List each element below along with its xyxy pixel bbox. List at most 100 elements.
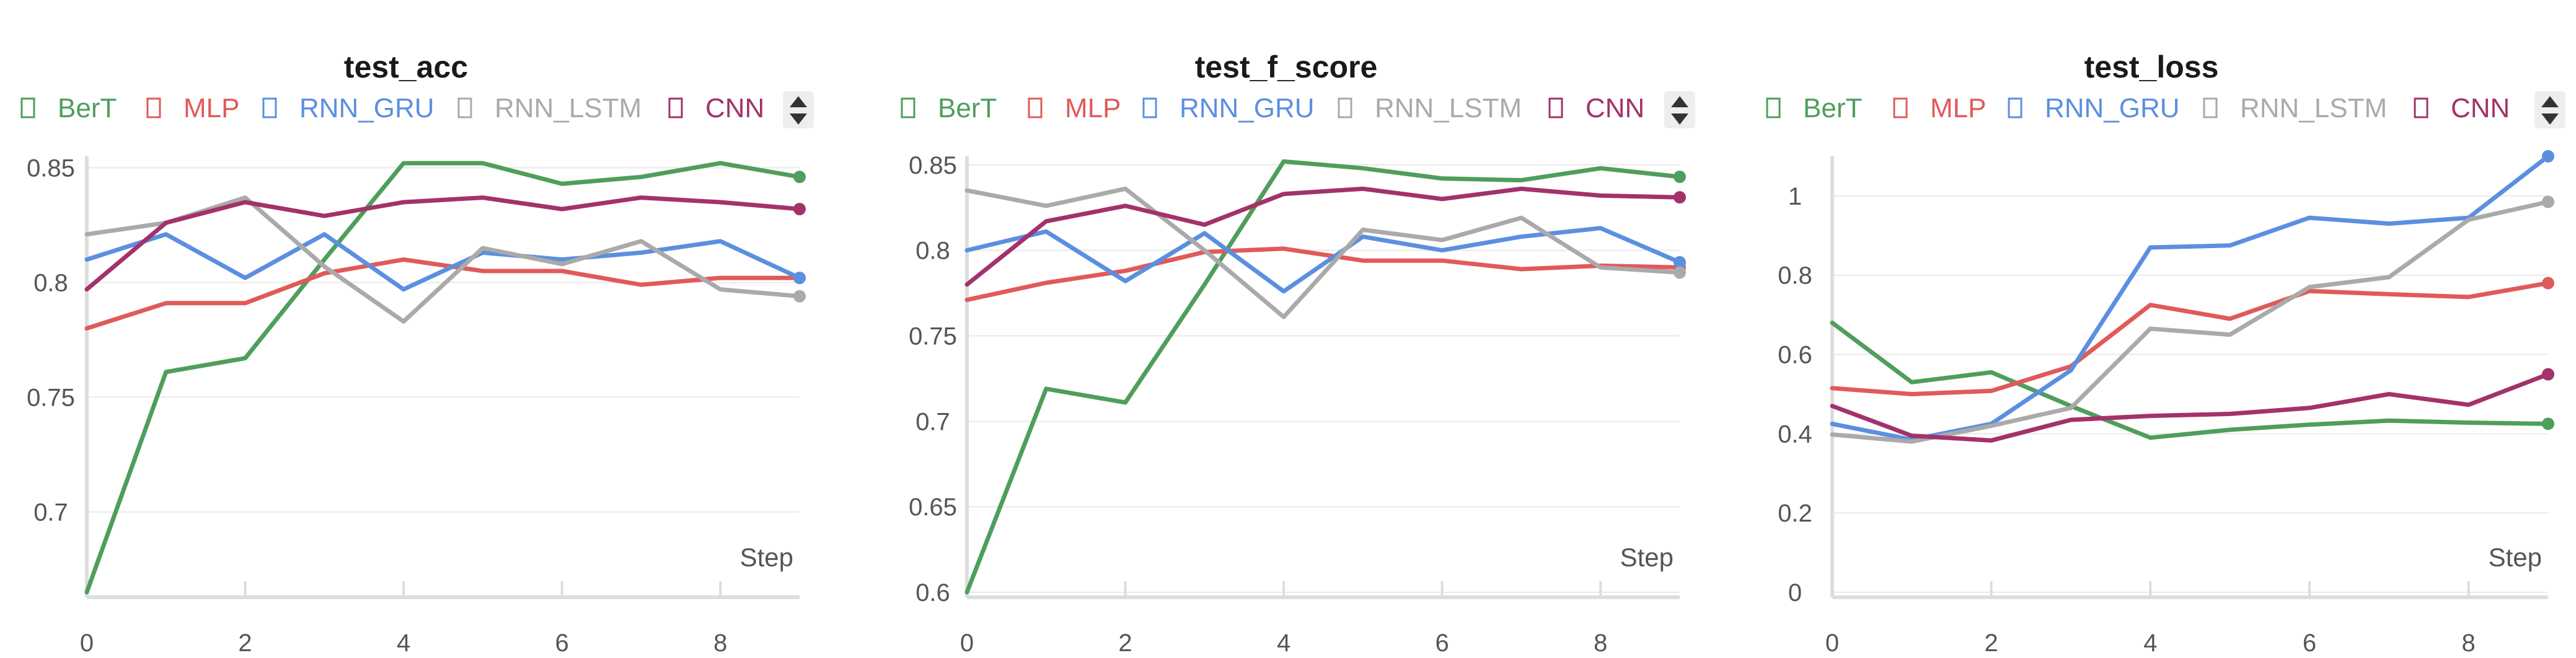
legend-item[interactable]: BerT bbox=[1766, 93, 1862, 123]
series-end-point[interactable] bbox=[2542, 417, 2554, 430]
x-tick-label: 8 bbox=[1594, 629, 1607, 657]
series-line-bert[interactable] bbox=[1830, 320, 2551, 440]
legend-label: BerT bbox=[58, 93, 117, 123]
series-line-cnn[interactable] bbox=[1830, 372, 2551, 443]
series-line-rnn-gru[interactable] bbox=[84, 232, 802, 292]
legend-label: CNN bbox=[705, 93, 764, 123]
legend-swatch-icon bbox=[262, 97, 277, 118]
legend-label: RNN_GRU bbox=[2045, 93, 2180, 123]
legend-swatch-icon bbox=[1548, 97, 1563, 118]
legend-swatch-icon bbox=[1338, 97, 1352, 118]
series-end-point[interactable] bbox=[1674, 191, 1686, 204]
y-tick-label: 0.6 bbox=[915, 579, 950, 607]
x-tick-label: 4 bbox=[1277, 629, 1290, 657]
x-tick-label: 0 bbox=[80, 629, 94, 657]
legend-swatch-icon bbox=[20, 97, 35, 118]
x-tick-label: 2 bbox=[1118, 629, 1132, 657]
y-tick-label: 0.8 bbox=[33, 270, 68, 297]
legend-item[interactable]: CNN bbox=[2414, 93, 2510, 123]
series-end-point[interactable] bbox=[2542, 277, 2554, 290]
legend-label: CNN bbox=[2451, 93, 2510, 123]
legend-label: RNN_LSTM bbox=[495, 93, 642, 123]
legend-swatch-icon bbox=[2414, 97, 2428, 118]
legend-item[interactable]: RNN_LSTM bbox=[1338, 93, 1522, 123]
series-end-point[interactable] bbox=[793, 171, 806, 184]
chart-svg: test_f_score BerT MLP RNN_GRU RNN_LSTM CNN 0.6… bbox=[901, 50, 1695, 657]
x-tick-label: 8 bbox=[713, 629, 727, 657]
series-line-rnn-lstm[interactable] bbox=[84, 195, 802, 324]
series-end-point[interactable] bbox=[1674, 256, 1686, 269]
legend-item[interactable]: RNN_LSTM bbox=[2203, 93, 2387, 123]
legend-swatch-icon bbox=[901, 97, 915, 118]
y-tick-label: 0.7 bbox=[915, 408, 950, 435]
y-tick-label: 0.7 bbox=[33, 499, 68, 527]
x-axis-label: Step bbox=[1620, 543, 1674, 572]
series-end-point[interactable] bbox=[2542, 368, 2554, 381]
y-tick-label: 0.4 bbox=[1778, 420, 1812, 448]
legend-swatch-icon bbox=[2008, 97, 2022, 118]
series-end-point[interactable] bbox=[2542, 150, 2554, 162]
legend-label: CNN bbox=[1586, 93, 1644, 123]
legend-item[interactable]: RNN_GRU bbox=[262, 93, 434, 123]
legend-label: MLP bbox=[183, 93, 239, 123]
series-line-mlp[interactable] bbox=[964, 246, 1682, 303]
legend-label: RNN_LSTM bbox=[1375, 93, 1522, 123]
x-tick-label: 4 bbox=[2143, 629, 2157, 657]
series-line-bert[interactable] bbox=[84, 161, 802, 595]
series-end-point[interactable] bbox=[793, 290, 806, 303]
x-tick-label: 6 bbox=[555, 629, 569, 657]
chart-panel-test-loss: test_loss BerT MLP RNN_GRU RNN_LSTM CNN 0 0.2 0.… bbox=[1721, 0, 2576, 658]
legend-item[interactable]: CNN bbox=[668, 93, 764, 123]
x-tick-label: 2 bbox=[1985, 629, 1998, 657]
y-tick-label: 0.75 bbox=[27, 385, 75, 412]
legend-label: MLP bbox=[1065, 93, 1121, 123]
y-tick-label: 0 bbox=[1788, 579, 1802, 607]
chart-title: test_loss bbox=[2084, 50, 2219, 84]
y-tick-label: 0.6 bbox=[1778, 342, 1812, 369]
legend-item[interactable]: BerT bbox=[20, 93, 117, 123]
series-end-point[interactable] bbox=[793, 272, 806, 285]
legend-label: RNN_GRU bbox=[1180, 93, 1315, 123]
x-tick-label: 6 bbox=[2303, 629, 2316, 657]
series-end-point[interactable] bbox=[1674, 266, 1686, 279]
legend-swatch-icon bbox=[146, 97, 161, 118]
series-end-point[interactable] bbox=[793, 203, 806, 216]
legend-item[interactable]: RNN_GRU bbox=[2008, 93, 2180, 123]
x-axis-label: Step bbox=[740, 543, 793, 572]
legend-label: RNN_LSTM bbox=[2240, 93, 2387, 123]
series-line-rnn-lstm[interactable] bbox=[1830, 200, 2551, 444]
up-down-arrows-icon[interactable] bbox=[2534, 91, 2565, 128]
legend-item[interactable]: MLP bbox=[1028, 93, 1121, 123]
y-tick-label: 0.8 bbox=[915, 238, 950, 265]
legend-item[interactable]: CNN bbox=[1548, 93, 1644, 123]
chart-panel-test-f-score: test_f_score BerT MLP RNN_GRU RNN_LSTM CNN 0.6… bbox=[858, 0, 1717, 658]
up-down-arrows-icon[interactable] bbox=[1664, 91, 1695, 128]
series-line-bert[interactable] bbox=[964, 159, 1682, 595]
legend-swatch-icon bbox=[1766, 97, 1781, 118]
legend-item[interactable]: MLP bbox=[146, 93, 239, 123]
y-tick-label: 0.8 bbox=[1778, 262, 1812, 290]
series-line-mlp[interactable] bbox=[1830, 281, 2551, 396]
legend-label: MLP bbox=[1930, 93, 1986, 123]
chart-svg: test_acc BerT MLP RNN_GRU RNN_LSTM CNN 0.7 0.75… bbox=[20, 50, 814, 657]
series-end-point[interactable] bbox=[1674, 171, 1686, 184]
series-end-point[interactable] bbox=[2542, 195, 2554, 208]
legend-label: RNN_GRU bbox=[299, 93, 434, 123]
series-line-cnn[interactable] bbox=[964, 186, 1682, 287]
legend-swatch-icon bbox=[1028, 97, 1043, 118]
x-tick-label: 4 bbox=[397, 629, 410, 657]
legend-item[interactable]: RNN_GRU bbox=[1142, 93, 1315, 123]
x-axis-label: Step bbox=[2489, 543, 2542, 572]
y-tick-label: 0.85 bbox=[27, 155, 75, 182]
up-down-arrows-icon[interactable] bbox=[783, 91, 814, 128]
legend-item[interactable]: MLP bbox=[1893, 93, 1986, 123]
legend-item[interactable]: BerT bbox=[901, 93, 997, 123]
series-line-rnn-lstm[interactable] bbox=[964, 186, 1682, 319]
series-line-rnn-gru[interactable] bbox=[964, 226, 1682, 294]
series-line-cnn[interactable] bbox=[84, 195, 802, 292]
x-tick-label: 0 bbox=[1825, 629, 1839, 657]
series-line-mlp[interactable] bbox=[84, 257, 802, 331]
x-tick-label: 2 bbox=[238, 629, 252, 657]
legend-swatch-icon bbox=[1893, 97, 1908, 118]
legend-item[interactable]: RNN_LSTM bbox=[457, 93, 642, 123]
